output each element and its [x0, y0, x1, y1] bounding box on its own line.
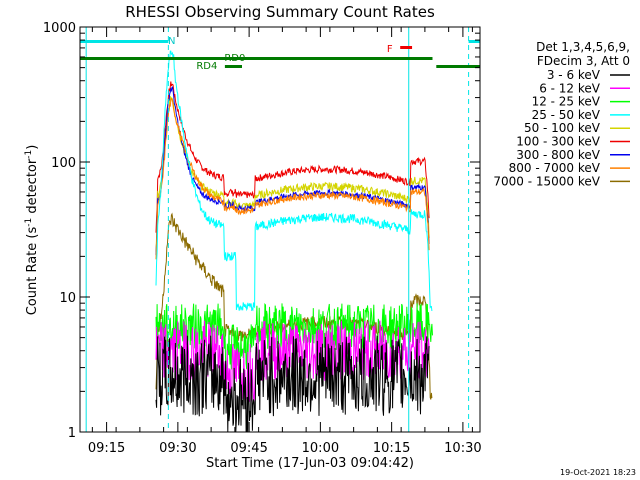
datestamp: 19-Oct-2021 18:23	[560, 468, 636, 477]
x-tick-label: 09:30	[159, 441, 196, 456]
plot-frame	[79, 26, 481, 433]
night-flag-bar-2	[468, 40, 480, 43]
legend-label: 3 - 6 keV	[547, 68, 601, 82]
rd0-flag-bar	[80, 57, 433, 60]
flag-rd0-label: RD0	[224, 53, 245, 64]
series-line-3-6kev	[155, 335, 430, 433]
x-tick-label: 09:15	[88, 441, 125, 456]
x-tick-label: 09:45	[230, 441, 267, 456]
x-axis-label: Start Time (17-Jun-03 09:04:42)	[206, 456, 414, 471]
flag-n-label: N	[168, 36, 175, 47]
legend-label: 25 - 50 keV	[532, 108, 601, 122]
legend-label: 100 - 300 keV	[516, 135, 600, 149]
rd4-flag-bar	[224, 65, 242, 68]
series-line-12-25kev	[155, 302, 433, 372]
rd0-flag-bar-2	[436, 65, 480, 68]
legend: Det 1,3,4,5,6,9, FDecim 3, Att 0 3 - 6 k…	[493, 40, 630, 188]
legend-header-1: Det 1,3,4,5,6,9,	[536, 40, 630, 54]
legend-label: 6 - 12 keV	[539, 81, 601, 95]
series-line-100-300kev	[155, 81, 430, 233]
legend-label: 800 - 7000 keV	[509, 161, 601, 175]
y-axis-label: Count Rate (s-1 detector-1)	[24, 145, 40, 316]
flag-f-label: F	[387, 44, 393, 55]
y-tick-label: 10	[59, 291, 76, 306]
series-line-50-100kev	[155, 96, 430, 252]
legend-label: 50 - 100 keV	[524, 121, 601, 135]
plot-area: N F RD0 RD4	[80, 27, 480, 433]
legend-header-2: FDecim 3, Att 0	[537, 54, 630, 68]
x-tick-label: 10:15	[373, 441, 410, 456]
legend-label: 12 - 25 keV	[532, 95, 601, 109]
series-line-25-50kev	[155, 50, 433, 312]
x-axis: 09:15 09:30 09:45 10:00 10:15 10:30	[88, 27, 482, 456]
x-tick-label: 10:00	[302, 441, 339, 456]
y-axis: 1 10 100 1000	[43, 21, 480, 441]
flare-flag-bar	[400, 46, 413, 49]
legend-label: 300 - 800 keV	[516, 148, 600, 162]
night-flag-bar	[80, 40, 169, 43]
legend-label: 7000 - 15000 keV	[493, 174, 600, 188]
chart-title: RHESSI Observing Summary Count Rates	[125, 3, 435, 21]
y-tick-label: 100	[51, 156, 76, 171]
flag-rd4-label: RD4	[196, 61, 217, 72]
y-tick-label: 1000	[43, 21, 76, 36]
x-tick-label: 10:30	[444, 441, 481, 456]
series-line-800-7000kev	[155, 97, 430, 260]
y-tick-label: 1	[68, 426, 76, 441]
